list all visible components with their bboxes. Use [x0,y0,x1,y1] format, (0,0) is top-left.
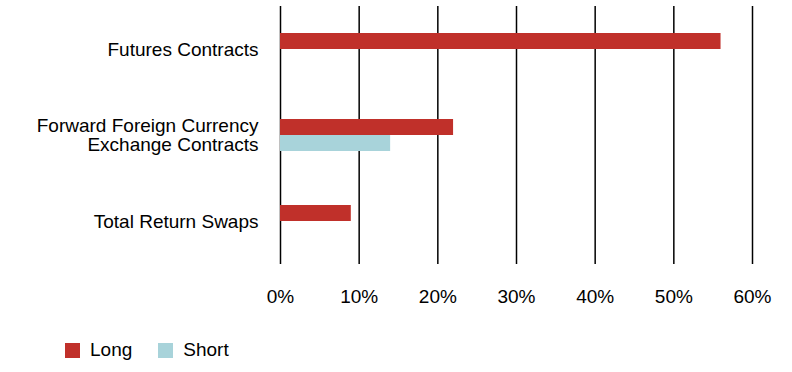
svg-text:40%: 40% [576,286,614,307]
svg-text:Total Return Swaps: Total Return Swaps [94,211,259,232]
svg-text:Forward Foreign CurrencyExchan: Forward Foreign CurrencyExchange Contrac… [37,115,259,155]
svg-text:10%: 10% [340,286,378,307]
svg-text:0%: 0% [267,286,295,307]
html-text:Long: Long [90,339,133,360]
svg-text:50%: 50% [655,286,693,307]
svg-text:60%: 60% [733,286,771,307]
svg-text:Futures Contracts: Futures Contracts [108,39,259,60]
html-text:Short: Short [183,339,229,360]
svg-text:20%: 20% [419,286,457,307]
svg-text:30%: 30% [497,286,535,307]
